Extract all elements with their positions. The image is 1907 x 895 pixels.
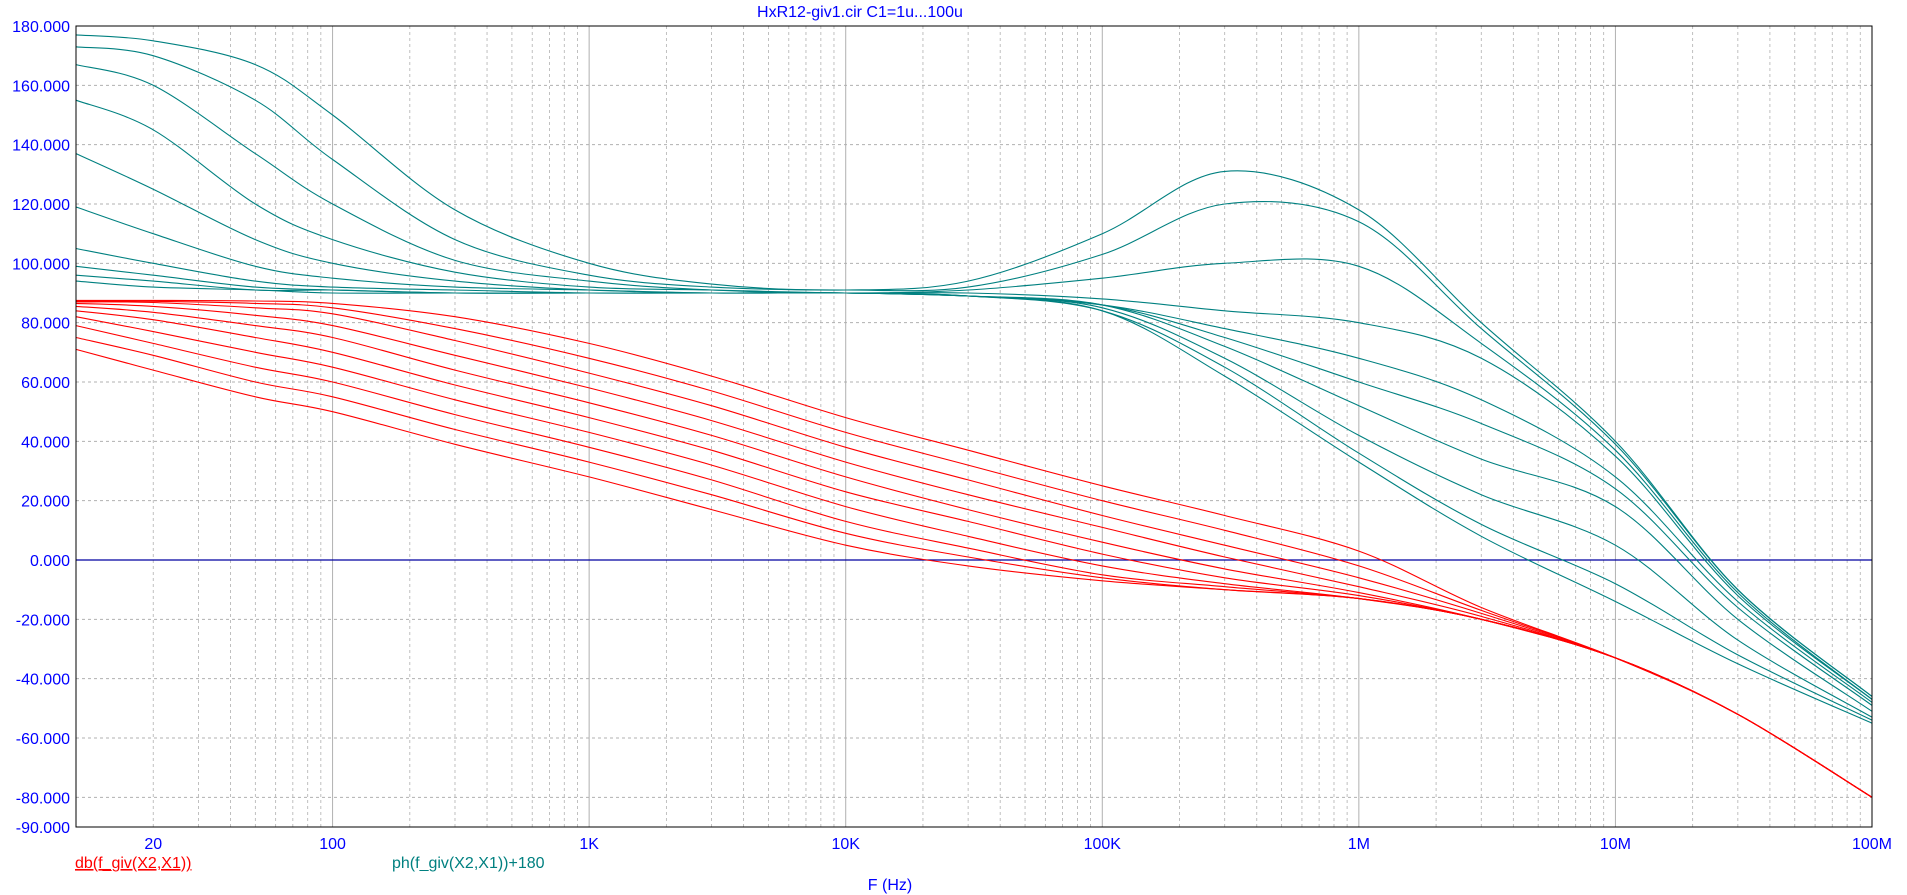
x-tick-label: 10M bbox=[1600, 836, 1631, 853]
y-axis-ticks: 180.000 160.000 140.000 120.000 100.000 80.00… bbox=[12, 19, 70, 837]
x-tick-label: 100K bbox=[1084, 836, 1122, 853]
x-tick-label: 20 bbox=[144, 836, 162, 853]
y-tick-label: 60.000 bbox=[21, 375, 70, 392]
y-tick-label: 40.000 bbox=[21, 434, 70, 451]
plot-frame bbox=[75, 25, 1873, 828]
phase-curve-12 bbox=[75, 64, 1873, 700]
y-tick-label: 0.000 bbox=[30, 553, 70, 570]
y-tick-label: 140.000 bbox=[12, 138, 70, 155]
y-tick-label: -40.000 bbox=[16, 672, 70, 689]
y-tick-label: 120.000 bbox=[12, 197, 70, 214]
y-tick-label: 160.000 bbox=[12, 78, 70, 95]
y-tick-label: 20.000 bbox=[21, 494, 70, 511]
grid-minor bbox=[152, 26, 1861, 827]
legend-phase: ph(f_giv(X2,X1))+180 bbox=[392, 855, 545, 872]
x-tick-label: 1M bbox=[1348, 836, 1370, 853]
x-tick-label: 1K bbox=[579, 836, 599, 853]
x-axis-ticks: 20 100 1K 10K 100K 1M 10M 100M bbox=[144, 836, 1892, 853]
series-layer bbox=[75, 34, 1873, 798]
y-tick-label: -90.000 bbox=[16, 820, 70, 837]
phase-curve-13 bbox=[75, 99, 1873, 700]
y-tick-label: 100.000 bbox=[12, 256, 70, 273]
phase-curve-10 bbox=[75, 34, 1873, 697]
y-tick-label: 80.000 bbox=[21, 316, 70, 333]
grid-major bbox=[76, 26, 1872, 827]
x-axis-label: F (Hz) bbox=[868, 877, 912, 894]
x-tick-label: 100M bbox=[1852, 836, 1892, 853]
phase-curve-11 bbox=[75, 46, 1873, 697]
legend-magnitude: db(f_giv(X2,X1)) bbox=[75, 855, 192, 872]
y-tick-label: -20.000 bbox=[16, 612, 70, 629]
chart-title: HxR12-giv1.cir C1=1u...100u bbox=[757, 4, 963, 21]
magnitude-curve-1 bbox=[75, 300, 1873, 798]
y-tick-label: -80.000 bbox=[16, 790, 70, 807]
x-tick-label: 100 bbox=[319, 836, 346, 853]
phase-curve-19 bbox=[75, 280, 1873, 724]
x-tick-label: 10K bbox=[831, 836, 860, 853]
magnitude-curve-2 bbox=[75, 301, 1873, 798]
y-tick-label: -60.000 bbox=[16, 731, 70, 748]
magnitude-curve-9 bbox=[75, 348, 1873, 798]
y-tick-label: 180.000 bbox=[12, 19, 70, 36]
